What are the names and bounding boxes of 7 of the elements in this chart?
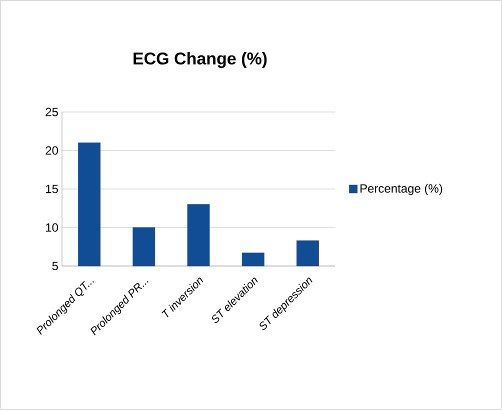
y-tick-label: 20	[46, 146, 58, 155]
y-tick-label: 25	[46, 108, 58, 116]
y-tick-label: 10	[46, 223, 58, 232]
y-tick-label: 5	[52, 262, 58, 270]
chart-title: ECG Change (%)	[134, 52, 267, 68]
y-tick-label: 15	[46, 184, 58, 194]
legend-label: Percentage (%)	[360, 184, 442, 196]
